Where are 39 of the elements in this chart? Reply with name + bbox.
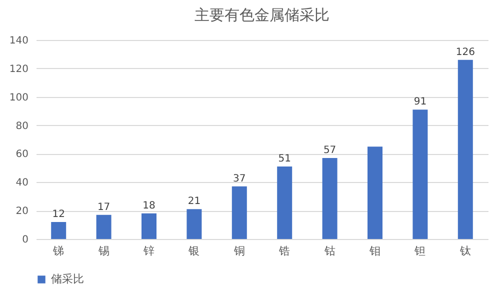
x-tick-label: 铜 [232,244,245,258]
x-tick-label: 锡 [97,244,110,258]
legend-label: 储采比 [51,272,84,286]
bar [458,60,473,239]
text: 21 [188,196,201,208]
x-tick-label: 锌 [142,244,154,258]
x-tick-label: 钴 [323,244,336,258]
text: 12 [52,208,65,220]
bar [232,186,247,239]
text: 17 [97,202,110,213]
text: 37 [233,173,246,184]
text: 57 [323,144,336,156]
bar [142,213,156,239]
x-tick-label: 锆 [278,244,290,258]
text: 51 [278,154,291,165]
y-tick-label: 60 [16,149,28,160]
bar [277,166,292,239]
bar [322,158,338,239]
bar [368,146,382,239]
y-tick-label: 40 [16,178,28,189]
x-tick-label: 钼 [368,244,380,258]
text: 126 [456,46,475,58]
text: 18 [142,200,156,212]
x-tick-label: 锑 [52,244,64,258]
x-tick-label: 银 [188,244,200,258]
bar [186,209,202,239]
text: 91 [414,96,427,108]
x-tick-label: 钽 [414,244,426,258]
y-tick-label: 20 [16,206,28,218]
y-tick-label: 100 [9,92,28,104]
y-tick-label: 140 [9,36,28,46]
y-tick-label: 0 [22,234,28,246]
y-tick-label: 120 [9,64,28,75]
x-tick-label: 钛 [458,244,471,258]
bar [96,214,112,239]
bar [412,110,428,239]
bar [51,222,66,239]
y-tick-label: 80 [16,120,28,132]
chart-title: 主要有色金属储采比 [194,6,330,24]
